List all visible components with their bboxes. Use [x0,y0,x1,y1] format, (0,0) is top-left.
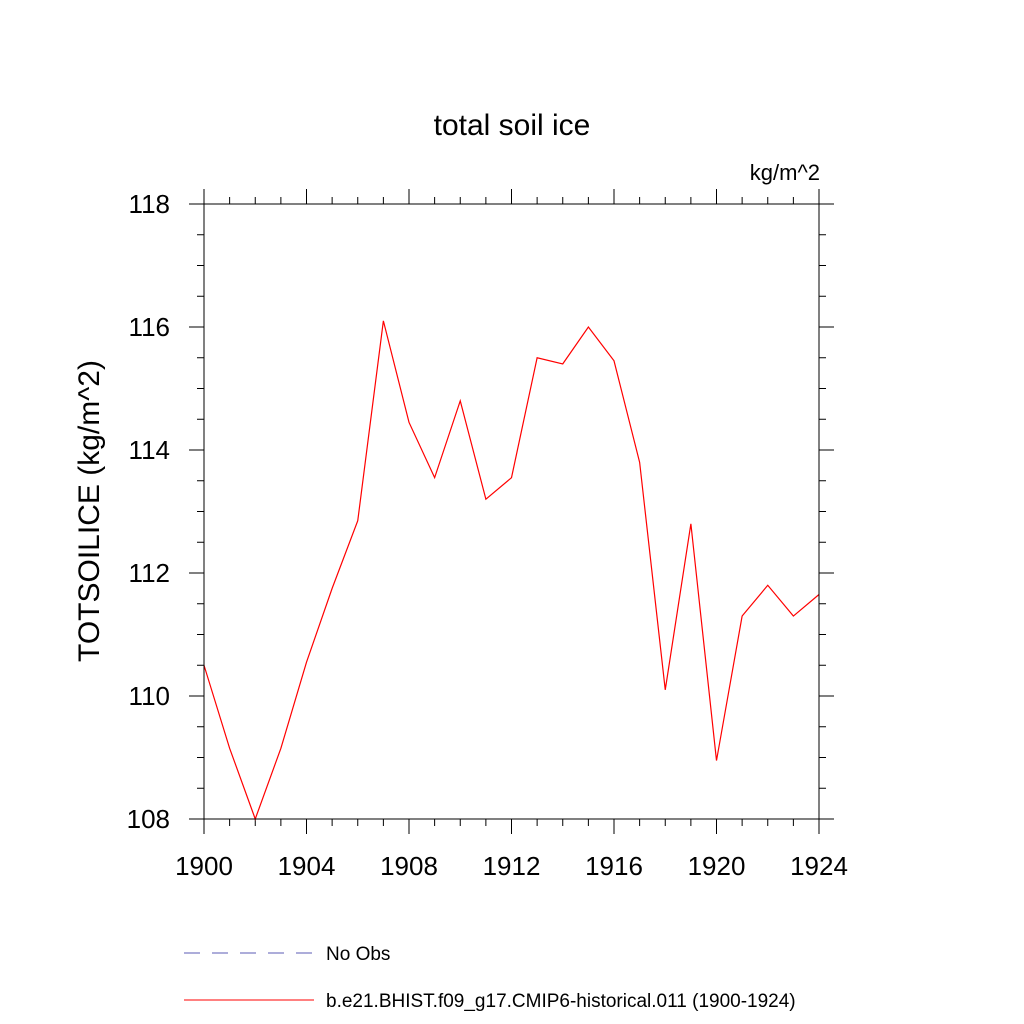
x-tick-label: 1900 [175,851,233,881]
y-tick-label: 112 [129,558,170,588]
series-line [203,320,820,821]
y-tick-label: 118 [129,189,170,219]
x-tick-label: 1924 [790,851,848,881]
x-tick-label: 1920 [688,851,746,881]
x-tick-label: 1912 [483,851,541,881]
y-tick-label: 108 [127,804,170,834]
y-axis-label: TOTSOILICE (kg/m^2) [73,360,106,662]
y-tick-label: 110 [129,681,170,711]
axis-ticks [189,189,834,834]
x-tick-label: 1908 [380,851,438,881]
series-lines [203,320,820,821]
legend-label: b.e21.BHIST.f09_g17.CMIP6-historical.011… [326,991,796,1012]
plot-frame [203,203,820,820]
tick-labels: 1900 1904 1908 1912 1916 1920 1924 108 110 112 114… [127,189,848,881]
chart-title: total soil ice [434,109,591,142]
legend: No Obs b.e21.BHIST.f09_g17.CMIP6-historic… [184,944,796,1012]
y-tick-label: 116 [129,312,170,342]
legend-label: No Obs [326,944,390,965]
y-tick-label: 114 [129,435,170,465]
units-label: kg/m^2 [750,160,820,185]
x-tick-label: 1904 [278,851,336,881]
x-tick-label: 1916 [585,851,643,881]
